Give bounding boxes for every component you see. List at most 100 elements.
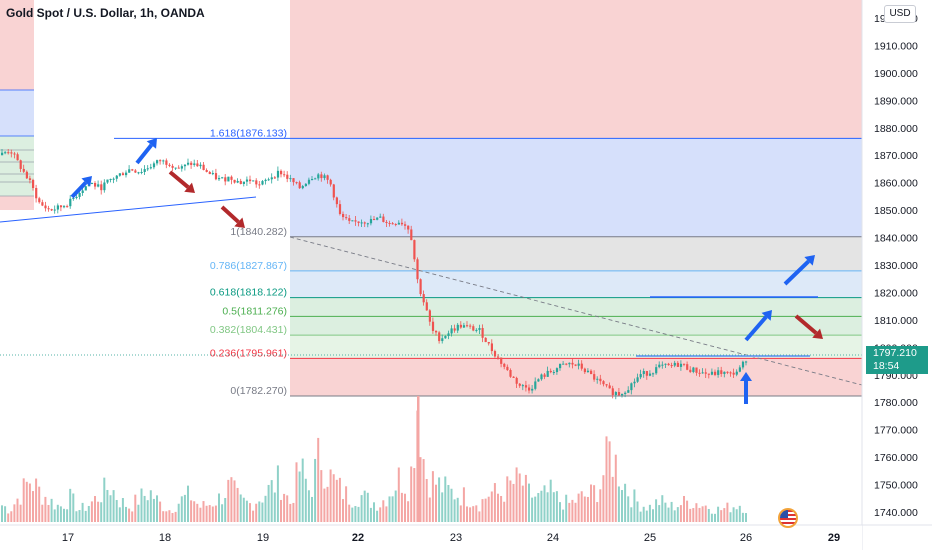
candle-body <box>258 184 261 186</box>
volume-bar <box>714 513 716 522</box>
candle-body <box>50 209 53 211</box>
volume-bar <box>518 473 521 522</box>
candle-body <box>397 222 400 225</box>
volume-bar <box>369 507 372 522</box>
candle-body <box>66 206 69 208</box>
volume-bar <box>565 494 568 522</box>
candle-body <box>531 388 534 391</box>
candle-body <box>103 182 106 191</box>
volume-bar <box>676 507 679 522</box>
volume-bar <box>168 510 171 522</box>
volume-bar <box>69 488 72 522</box>
candle-body <box>345 217 348 219</box>
candle-body <box>487 342 490 344</box>
blue-arrow-icon <box>70 176 92 199</box>
candle-body <box>227 176 230 182</box>
candle-body <box>140 171 143 173</box>
volume-bar <box>329 469 332 522</box>
fib-label-4: 0.5(1811.276) <box>222 305 287 317</box>
candle-body <box>264 179 267 182</box>
candle-body <box>44 205 47 209</box>
candle-body <box>338 204 342 214</box>
volume-bar <box>342 499 344 522</box>
volume-bar <box>174 511 177 522</box>
candle-body <box>534 381 537 389</box>
volume-bar <box>115 500 118 522</box>
volume-bar <box>617 486 620 522</box>
candle-body <box>689 369 692 372</box>
candle-body <box>190 162 193 165</box>
candle-body <box>329 179 332 185</box>
volume-bar <box>481 499 484 522</box>
candle-body <box>230 176 233 180</box>
volume-bar <box>112 490 115 522</box>
volume-bar <box>642 506 645 522</box>
volume-bar <box>59 506 62 522</box>
volume-bar <box>493 483 496 522</box>
candle-body <box>53 209 56 211</box>
volume-bar <box>413 468 416 522</box>
volume-bar <box>146 500 149 522</box>
volume-bar <box>317 437 320 522</box>
candle-body <box>453 328 456 331</box>
volume-bar <box>354 506 357 522</box>
volume-bar <box>509 480 512 522</box>
volume-bar <box>252 510 255 522</box>
y-tick-label: 1910.000 <box>874 40 918 52</box>
volume-bar <box>125 506 127 522</box>
volume-bar <box>149 490 152 522</box>
volume-bar <box>19 504 22 522</box>
volume-bar <box>304 478 307 522</box>
volume-bar <box>264 495 267 522</box>
candle-body <box>732 372 735 375</box>
candle-body <box>438 332 441 342</box>
volume-bar <box>593 485 596 522</box>
volume-bar <box>689 508 692 522</box>
volume-bar <box>599 489 602 522</box>
candle-body <box>199 164 202 167</box>
candle-body <box>168 164 171 166</box>
candle-body <box>165 160 168 165</box>
candle-body <box>100 184 103 191</box>
candle-body <box>174 167 177 169</box>
volume-bar <box>537 493 540 522</box>
volume-bar <box>453 499 456 522</box>
candle-body <box>441 338 444 342</box>
volume-bar <box>701 506 704 522</box>
volume-bar <box>165 511 168 522</box>
volume-bar <box>720 510 723 522</box>
candle-body <box>183 164 187 167</box>
candle-body <box>351 220 354 222</box>
volume-bar <box>376 510 379 522</box>
candle-body <box>717 370 720 375</box>
fib-label-7: 0(1782.270) <box>230 385 287 397</box>
volume-bar <box>66 509 69 522</box>
candle-body <box>583 368 586 373</box>
candle-body <box>369 218 373 224</box>
volume-bar <box>627 496 630 522</box>
volume-bar <box>441 492 444 522</box>
candle-body <box>596 378 599 380</box>
candle-body <box>363 222 366 224</box>
candle-body <box>286 174 289 179</box>
volume-bar <box>605 436 608 522</box>
candle-body <box>121 173 125 176</box>
candle-body <box>509 370 512 377</box>
candle-body <box>16 154 19 161</box>
candle-body <box>683 363 686 365</box>
volume-bar <box>614 454 617 522</box>
candle-body <box>326 175 329 180</box>
currency-button[interactable]: USD <box>884 5 916 23</box>
volume-bar <box>121 498 124 522</box>
volume-bar <box>103 477 106 522</box>
candle-body <box>75 196 78 199</box>
volume-bar <box>611 476 614 522</box>
volume-bar <box>679 505 682 522</box>
volume-bar <box>171 513 174 522</box>
volume-bar <box>258 501 261 522</box>
volume-bar <box>531 497 534 522</box>
volume-bar <box>562 509 565 522</box>
candle-body <box>63 206 66 208</box>
us-flag-icon[interactable] <box>778 508 798 528</box>
